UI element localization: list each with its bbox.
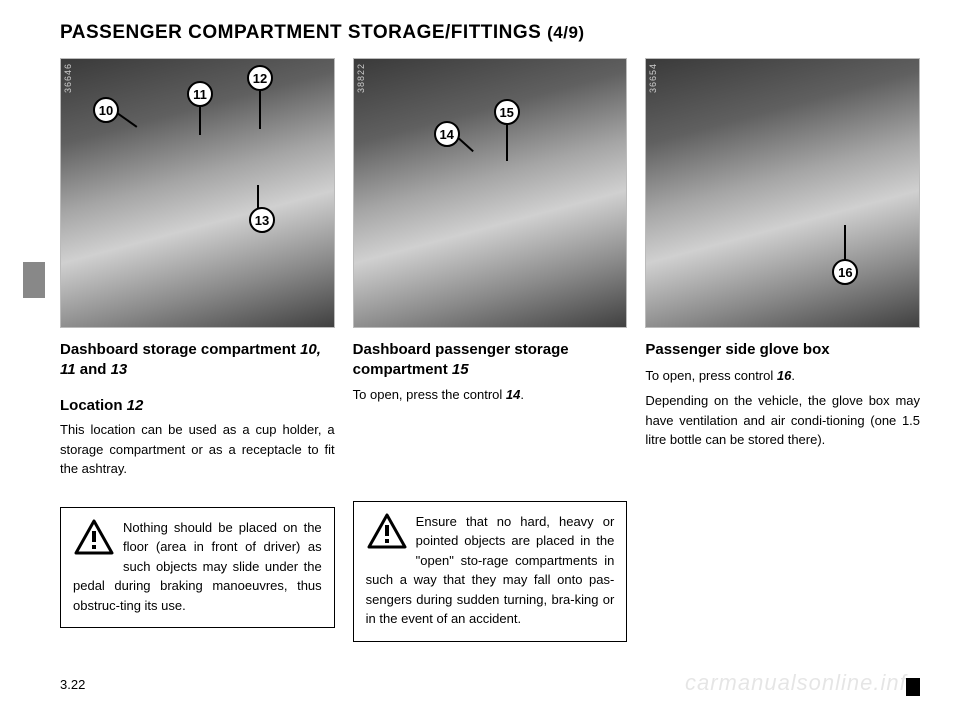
photo-id-2: 38822 (356, 63, 366, 93)
col1-head-ref-last: 13 (111, 361, 128, 378)
col2-body-ref: 14 (506, 387, 520, 402)
col2-body: To open, press the control 14. (353, 385, 628, 405)
col2-head-ref: 15 (452, 361, 469, 378)
col3-body2: Depending on the vehicle, the glove box … (645, 391, 920, 450)
callout-13: 13 (249, 207, 275, 233)
warning-icon (73, 518, 115, 556)
callout-12: 12 (247, 65, 273, 91)
warning-icon (366, 512, 408, 550)
col3-body1: To open, press control 16. (645, 366, 920, 386)
photo-id-3: 36654 (648, 63, 658, 93)
title-count: (4/9) (547, 23, 584, 42)
col2-heading: Dashboard passenger storage compartment … (353, 340, 628, 379)
col1-subhead: Location 12 (60, 397, 335, 414)
content-columns: 36646 10 11 12 13 Dashboard storage comp… (60, 58, 920, 642)
col1-head-and: and (76, 361, 111, 378)
col3-body-ref: 16 (777, 368, 791, 383)
callout-line-15 (506, 125, 508, 161)
dashboard-photo-3: 36654 16 (645, 58, 920, 328)
callout-14: 14 (434, 121, 460, 147)
column-2: 38822 14 15 Dashboard passenger storage … (353, 58, 628, 642)
col1-warning: Nothing should be placed on the floor (a… (60, 507, 335, 629)
col2-body-a: To open, press the control (353, 387, 506, 402)
col1-head-text: Dashboard storage compartment (60, 341, 300, 358)
callout-line-11 (199, 107, 201, 135)
col3-heading: Passenger side glove box (645, 340, 920, 360)
col3-body-b: . (791, 368, 795, 383)
page-number: 3.22 (60, 677, 85, 692)
callout-line-10 (117, 112, 138, 127)
callout-16: 16 (832, 259, 858, 285)
col1-subhead-ref: 12 (127, 397, 144, 414)
dashboard-photo-2: 38822 14 15 (353, 58, 628, 328)
photo-id-1: 36646 (63, 63, 73, 93)
column-3: 36654 16 Passenger side glove box To ope… (645, 58, 920, 642)
callout-line-16 (844, 225, 846, 261)
callout-15: 15 (494, 99, 520, 125)
corner-mark (906, 678, 920, 696)
manual-page: PASSENGER COMPARTMENT STORAGE/FITTINGS (… (0, 0, 960, 710)
col2-warning: Ensure that no hard, heavy or pointed ob… (353, 501, 628, 642)
callout-line-12 (259, 91, 261, 129)
dashboard-photo-1: 36646 10 11 12 13 (60, 58, 335, 328)
column-1: 36646 10 11 12 13 Dashboard storage comp… (60, 58, 335, 642)
callout-line-13 (257, 185, 259, 209)
col3-body-a: To open, press control (645, 368, 777, 383)
col1-subhead-text: Location (60, 397, 127, 414)
section-tab (23, 262, 45, 298)
callout-11: 11 (187, 81, 213, 107)
watermark: carmanualsonline.info (685, 670, 920, 696)
col2-body-b: . (520, 387, 524, 402)
col1-body: This location can be used as a cup holde… (60, 420, 335, 479)
callout-10: 10 (93, 97, 119, 123)
col1-heading: Dashboard storage compartment 10, 11 and… (60, 340, 335, 379)
title-main: PASSENGER COMPARTMENT STORAGE/FITTINGS (60, 22, 547, 43)
page-title: PASSENGER COMPARTMENT STORAGE/FITTINGS (… (60, 22, 920, 44)
